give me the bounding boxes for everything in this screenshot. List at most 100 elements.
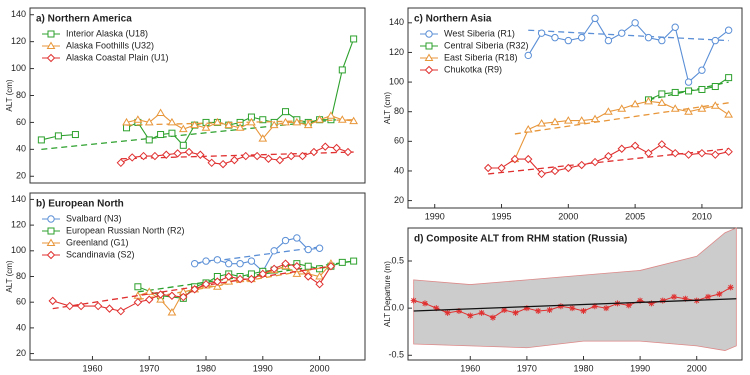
marker (178, 124, 188, 133)
marker (711, 36, 719, 45)
uncertainty-band (413, 227, 737, 351)
marker (670, 148, 680, 158)
marker (350, 35, 358, 43)
marker (591, 14, 599, 23)
trend-line (413, 298, 737, 312)
marker (270, 247, 278, 255)
marker (631, 19, 639, 27)
legend-label: Central Siberia (R32) (444, 40, 529, 50)
plot-frame (407, 7, 743, 209)
marker (145, 136, 153, 144)
marker (349, 116, 359, 125)
y-tick-label: -0.5 (388, 350, 404, 360)
marker (535, 307, 542, 314)
marker (190, 120, 200, 129)
marker (168, 129, 176, 137)
marker (497, 163, 506, 173)
marker (684, 107, 693, 115)
marker (167, 117, 177, 126)
marker (156, 290, 165, 299)
y-tick-label: 140 (11, 194, 26, 204)
marker (304, 245, 312, 254)
y-axis-label: ALT (cm) (5, 260, 14, 292)
marker (315, 272, 324, 280)
marker (563, 116, 573, 124)
y-tick-label: 20 (394, 195, 404, 205)
marker (213, 277, 222, 286)
marker (315, 244, 324, 252)
marker (617, 104, 627, 112)
marker (580, 307, 587, 314)
marker (179, 292, 188, 302)
trend-line (514, 102, 729, 135)
x-tick-label: 2000 (687, 363, 707, 373)
marker (315, 115, 324, 123)
marker (298, 151, 307, 161)
marker (698, 66, 706, 74)
marker (213, 117, 222, 126)
marker (724, 26, 733, 34)
marker (134, 283, 142, 291)
marker (483, 163, 493, 173)
legend-label: European Russian North (R2) (66, 225, 185, 235)
legend-label: Alaska Coastal Plain (U1) (66, 52, 169, 62)
legend-marker (424, 65, 434, 75)
trend-line (528, 29, 729, 42)
marker (224, 277, 234, 285)
legend-marker (425, 30, 433, 38)
marker (630, 99, 640, 108)
legend-marker (425, 42, 433, 50)
x-tick-label: 1970 (517, 363, 537, 373)
y-tick-label: 20 (16, 348, 26, 358)
legend-marker (46, 250, 56, 260)
marker (224, 120, 234, 129)
marker (122, 117, 131, 126)
marker (259, 116, 267, 124)
marker (304, 272, 313, 281)
marker (37, 136, 45, 144)
legend-marker (46, 41, 56, 49)
marker (338, 258, 346, 266)
y-tick-label: 40 (394, 165, 404, 175)
marker (144, 117, 154, 126)
marker (671, 88, 679, 96)
y-tick-label: 100 (389, 76, 404, 86)
legend-label: Greenland (G1) (66, 237, 129, 247)
marker (625, 302, 632, 309)
marker (309, 147, 319, 157)
y-tick-label: 80 (16, 90, 26, 100)
marker (658, 90, 666, 98)
x-tick-label: 1980 (196, 363, 216, 373)
marker (247, 117, 256, 126)
marker (551, 33, 559, 42)
marker (190, 259, 199, 268)
marker (315, 280, 324, 289)
marker (637, 297, 644, 304)
y-axis-label: ALT Departure (m) (383, 261, 392, 327)
marker (685, 87, 693, 95)
series-line (527, 17, 729, 84)
marker (196, 150, 205, 159)
legend-label: Interior Alaska (U18) (66, 28, 148, 38)
marker (537, 29, 546, 37)
marker (281, 259, 290, 268)
marker (65, 301, 74, 311)
marker (564, 36, 573, 45)
marker (213, 282, 222, 290)
marker (116, 306, 126, 316)
marker (201, 123, 211, 131)
marker (671, 293, 678, 300)
y-tick-label: 100 (11, 63, 26, 73)
marker (577, 33, 586, 42)
y-tick-label: 60 (394, 136, 404, 146)
x-tick-label: 2005 (625, 211, 645, 221)
marker (603, 305, 610, 312)
marker (644, 148, 653, 158)
marker (684, 150, 693, 159)
marker (577, 160, 586, 170)
marker (190, 285, 199, 294)
marker (604, 36, 613, 45)
x-tick-label: 1990 (425, 211, 445, 221)
marker (292, 269, 302, 277)
marker (292, 262, 302, 271)
